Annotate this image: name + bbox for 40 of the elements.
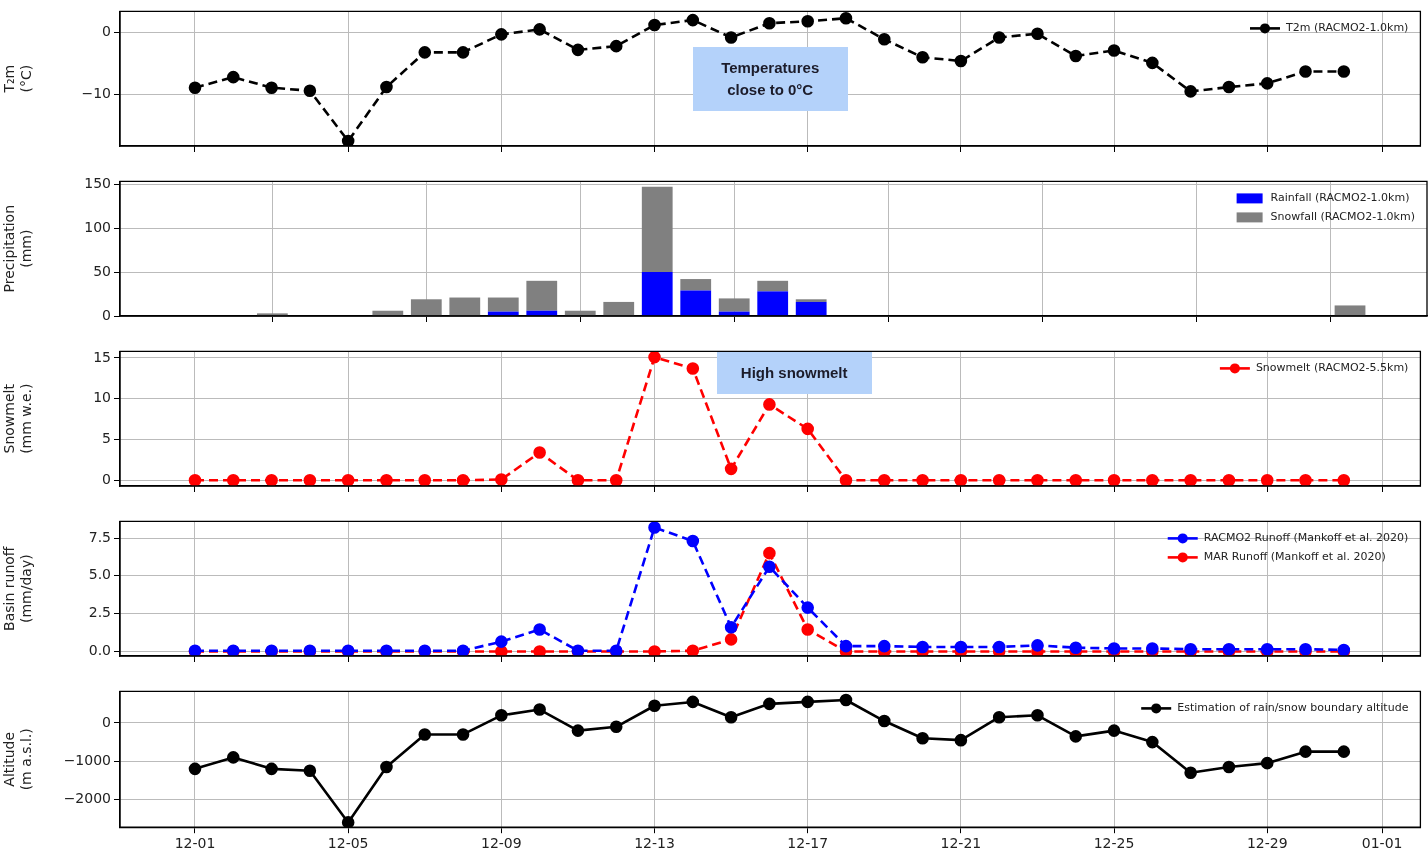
legend-label: Snowmelt (RACMO2-5.5km): [1255, 361, 1409, 375]
y-tick-label: 50: [93, 262, 111, 279]
y-tick-label: 0: [102, 470, 111, 487]
callout-box: High snowmelt: [716, 352, 872, 395]
y-tick-label: 0: [102, 713, 111, 730]
x-tick-label: 12-13: [634, 835, 675, 852]
y-tick-label: 2.5: [88, 604, 111, 621]
y-axis-title: Precipitation (mm): [1, 204, 34, 293]
y-tick-label: −1000: [63, 751, 111, 768]
x-tick-label: 12-09: [481, 835, 522, 852]
legend-label: T2m (RACMO2-1.0km): [1284, 21, 1409, 35]
y-tick-label: 10: [93, 389, 111, 406]
legend-label: Rainfall (RACMO2-1.0km): [1270, 191, 1410, 205]
x-tick-label: 12-05: [327, 835, 369, 852]
x-tick-label: 12-29: [1246, 835, 1288, 852]
y-tick-label: 150: [84, 174, 111, 191]
y-tick-label: 5: [102, 430, 111, 447]
y-axis-title: Snowmelt (mm w.e.): [1, 383, 34, 454]
y-tick-label: −2000: [63, 790, 111, 807]
x-tick-label: 01-01: [1361, 835, 1403, 852]
y-axis-title: Basin runoff (mm/day): [1, 546, 34, 631]
x-tick-label: 12-01: [174, 835, 216, 852]
y-tick-label: 15: [93, 348, 111, 365]
y-tick-label: −10: [81, 85, 111, 102]
x-tick-label: 12-17: [787, 835, 829, 852]
y-tick-label: 7.5: [88, 528, 111, 545]
callout-box: Temperatures close to 0°C: [692, 46, 848, 111]
y-tick-label: 0: [102, 23, 111, 40]
y-tick-label: 100: [84, 218, 111, 235]
x-tick-label: 12-21: [940, 835, 982, 852]
y-tick-label: 0.0: [88, 642, 111, 659]
legend-label: Estimation of rain/snow boundary altitude: [1177, 701, 1409, 715]
y-tick-label: 5.0: [88, 566, 111, 583]
y-tick-label: 0: [102, 306, 111, 323]
x-tick-label: 12-25: [1093, 835, 1135, 852]
y-axis-title: Altitude (m a.s.l.): [1, 728, 34, 791]
legend-label: RACMO2 Runoff (Mankoff et al. 2020): [1203, 531, 1409, 545]
y-axis-title: T₂m (°C): [1, 64, 34, 94]
legend-label: Snowfall (RACMO2-1.0km): [1270, 210, 1416, 224]
legend-label: MAR Runoff (Mankoff et al. 2020): [1203, 550, 1386, 564]
